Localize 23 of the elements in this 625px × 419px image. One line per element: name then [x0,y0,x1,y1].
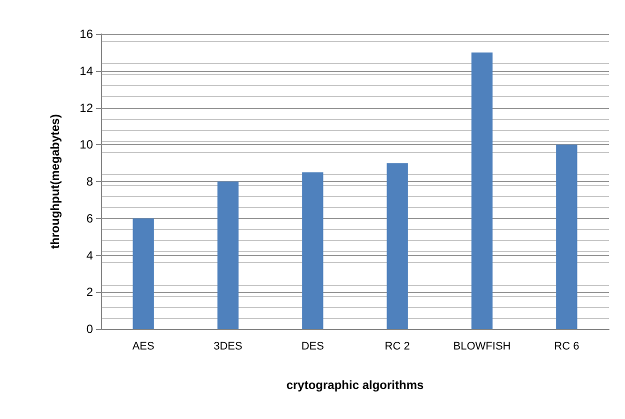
x-tick-label: DES [301,340,324,352]
y-tick-label: 14 [80,64,94,78]
bar [302,172,324,329]
bar [471,52,493,329]
y-tick-label: 10 [80,138,94,152]
y-tick-label: 4 [86,248,94,262]
bar [132,218,154,329]
x-axis-title: crytographic algorithms [286,378,424,392]
y-tick-label: 0 [86,322,94,336]
x-tick-label: RC 2 [384,340,410,352]
x-tick-label: AES [132,340,154,352]
bar [217,182,239,329]
x-tick-label: 3DES [214,340,242,352]
y-tick-label: 8 [86,174,94,188]
bar [386,163,408,329]
y-axis-title: throughput(megabytes) [48,114,62,249]
x-tick-label: BLOWFISH [453,340,511,352]
y-tick-label: 6 [86,211,94,226]
y-tick-label: 2 [86,285,94,300]
y-tick-label: 16 [80,27,94,41]
bar [556,144,578,329]
y-tick-label: 12 [80,100,94,115]
x-tick-label: RC 6 [554,340,580,352]
